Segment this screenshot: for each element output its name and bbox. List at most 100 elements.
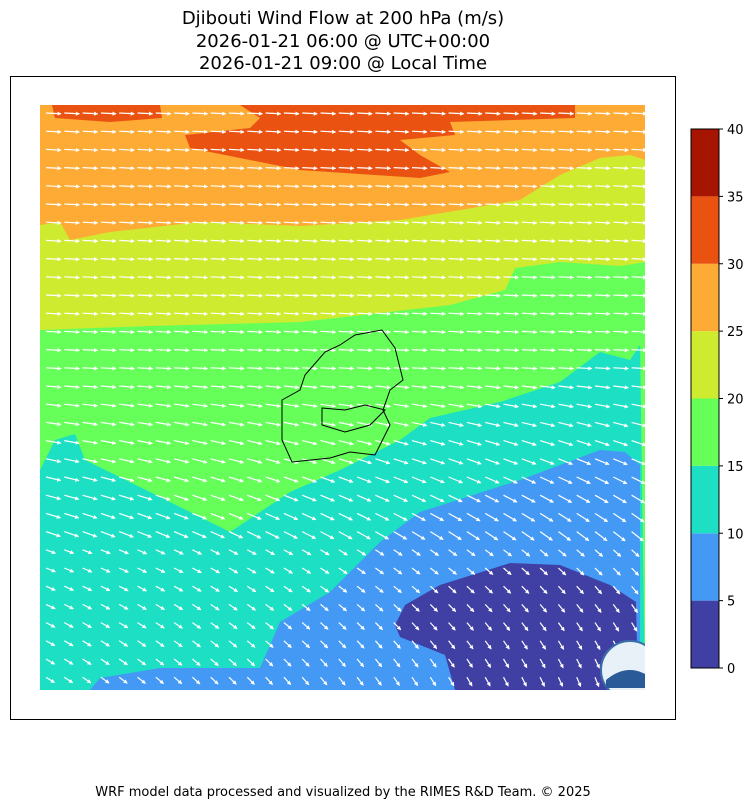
wind-arrow [210,603,220,611]
wind-arrow [247,476,263,483]
wind-arrow [356,458,373,465]
wind-arrow [375,111,392,116]
wind-arrow [612,604,620,613]
wind-arrow [302,257,318,262]
wind-arrow [228,622,238,630]
wind-arrow [45,147,62,153]
wind-arrow [338,622,347,630]
wind-arrow [192,494,208,501]
wind-arrow [155,476,171,483]
wind-arrow [192,184,209,189]
wind-arrow [119,166,135,171]
wind-arrow [100,440,117,445]
wind-arrow [631,385,645,390]
wind-arrow [430,184,446,189]
wind-arrow [576,385,593,390]
wind-arrow [100,384,117,390]
wind-arrow [320,640,329,649]
wind-arrow [557,676,564,687]
wind-arrow [576,458,592,465]
wind-arrow [411,403,428,409]
wind-arrow [631,184,645,189]
wind-arrow [210,129,227,134]
wind-arrow [356,658,365,668]
wind-arrow [576,329,593,335]
wind-arrow [594,640,601,651]
wind-arrow [247,220,263,225]
wind-arrow [631,604,638,614]
wind-arrow [594,129,611,134]
wind-arrow [247,458,263,464]
wind-arrow [302,366,318,371]
wind-arrow [594,604,602,613]
wind-arrow [540,129,556,134]
wind-arrow [594,531,608,542]
wind-arrow [155,238,172,244]
wind-arrow [393,257,410,262]
wind-arrow [576,567,585,576]
wind-arrow [119,238,135,244]
wind-arrow [247,494,263,502]
wind-arrow [64,329,80,335]
wind-arrow [430,166,446,171]
wind-arrow [430,366,446,371]
wind-arrow [174,220,190,225]
wind-arrow [247,348,263,353]
wind-arrow [45,458,62,464]
wind-arrow [228,512,244,520]
wind-arrow [594,166,611,171]
wind-arrow [283,658,292,667]
wind-arrow [484,549,494,557]
wind-arrow [558,129,575,134]
wind-arrow [82,238,99,244]
wind-arrow [594,111,611,116]
wind-arrow [576,512,590,523]
wind-arrow [320,676,328,686]
wind-arrow [137,458,153,464]
wind-arrow [119,293,135,298]
wind-arrow [283,311,300,316]
wind-arrow [228,676,237,685]
wind-region [395,563,638,690]
wind-arrow [301,640,310,649]
wind-arrow [283,421,300,427]
wind-arrow [484,658,492,669]
wind-arrow [118,640,129,647]
wind-arrow [448,640,456,650]
wind-arrow [64,585,75,591]
wind-arrow [521,111,538,116]
wind-arrow [411,585,421,594]
wind-arrow [247,384,263,390]
wind-arrow [283,385,300,390]
wind-arrow [484,640,492,650]
wind-arrow [265,603,275,611]
wind-arrow [557,567,567,576]
wind-arrow [503,220,520,225]
wind-arrow [173,585,184,592]
wind-arrow [613,311,629,316]
wind-arrow [594,421,611,428]
wind-arrow [558,512,572,522]
map: RIMES [40,105,645,690]
wind-arrow [485,184,501,189]
wind-arrow [210,202,227,207]
wind-arrow [137,202,154,207]
wind-arrow [558,184,575,189]
wind-arrow [411,293,428,298]
wind-arrow [82,531,98,538]
wind-arrow [64,494,80,501]
wind-arrow [265,293,282,298]
wind-arrow [283,585,293,593]
wind-arrow [521,440,537,446]
wind-arrow [613,220,629,225]
wind-arrow [137,184,154,189]
wind-arrow [228,293,245,298]
wind-arrow [356,549,367,556]
wind-arrow [173,458,190,464]
wind-arrow [393,293,410,298]
wind-arrow [173,622,183,629]
wind-arrow [192,458,208,464]
wind-arrow [411,640,419,649]
wind-arrow [265,238,282,244]
wind-arrow [429,676,437,687]
